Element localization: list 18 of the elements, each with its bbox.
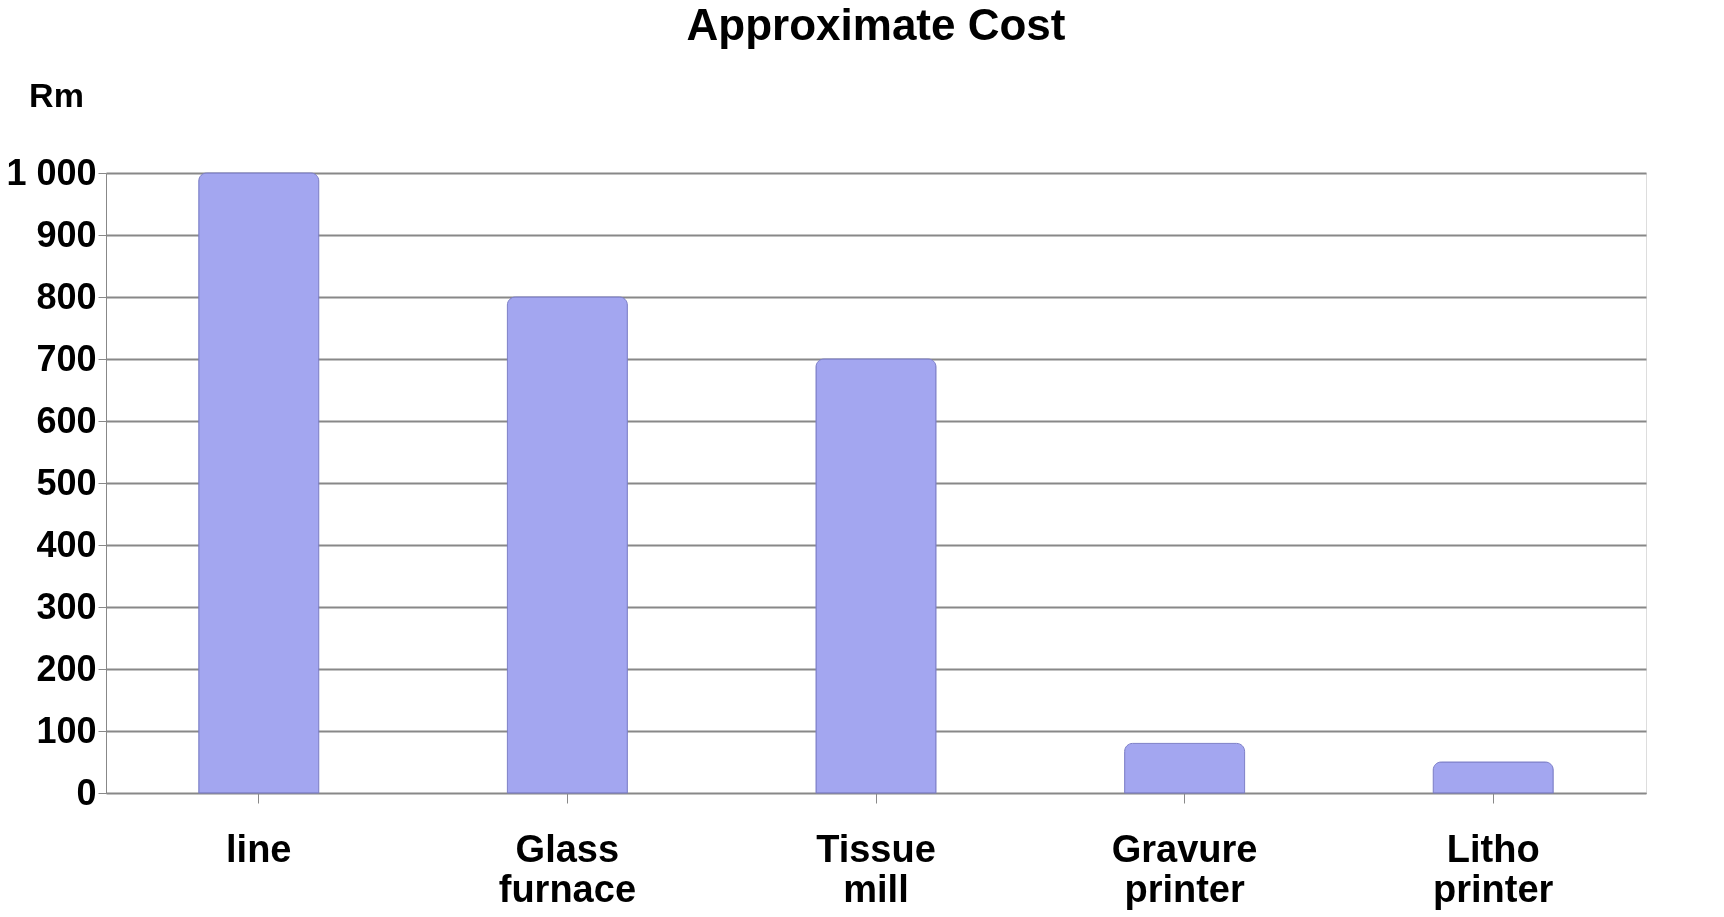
y-tick-label: 1 000 bbox=[6, 151, 97, 193]
y-tick-label: 100 bbox=[36, 709, 97, 751]
y-axis-title: Rm bbox=[29, 75, 84, 114]
y-tick-label: 700 bbox=[36, 337, 97, 379]
x-tick-label: Tissue mill bbox=[816, 827, 936, 910]
y-tick-label: 900 bbox=[36, 213, 97, 255]
x-tick-label: Glass furnace bbox=[498, 827, 637, 910]
y-tick-label: 400 bbox=[36, 523, 97, 565]
y-tick-label: 800 bbox=[36, 275, 97, 317]
y-tick-label: 500 bbox=[36, 461, 97, 503]
x-tick-label: Gravure printer bbox=[1111, 827, 1258, 910]
y-tick-label: 600 bbox=[36, 399, 97, 441]
y-tick-label: 0 bbox=[76, 771, 97, 813]
y-tick-label: 200 bbox=[36, 647, 97, 689]
y-tick-label: 300 bbox=[36, 585, 97, 627]
chart-title: Approximate Cost bbox=[686, 0, 1066, 49]
x-tick-label: Litho printer bbox=[1433, 827, 1554, 910]
x-tick-label: line bbox=[226, 827, 292, 870]
